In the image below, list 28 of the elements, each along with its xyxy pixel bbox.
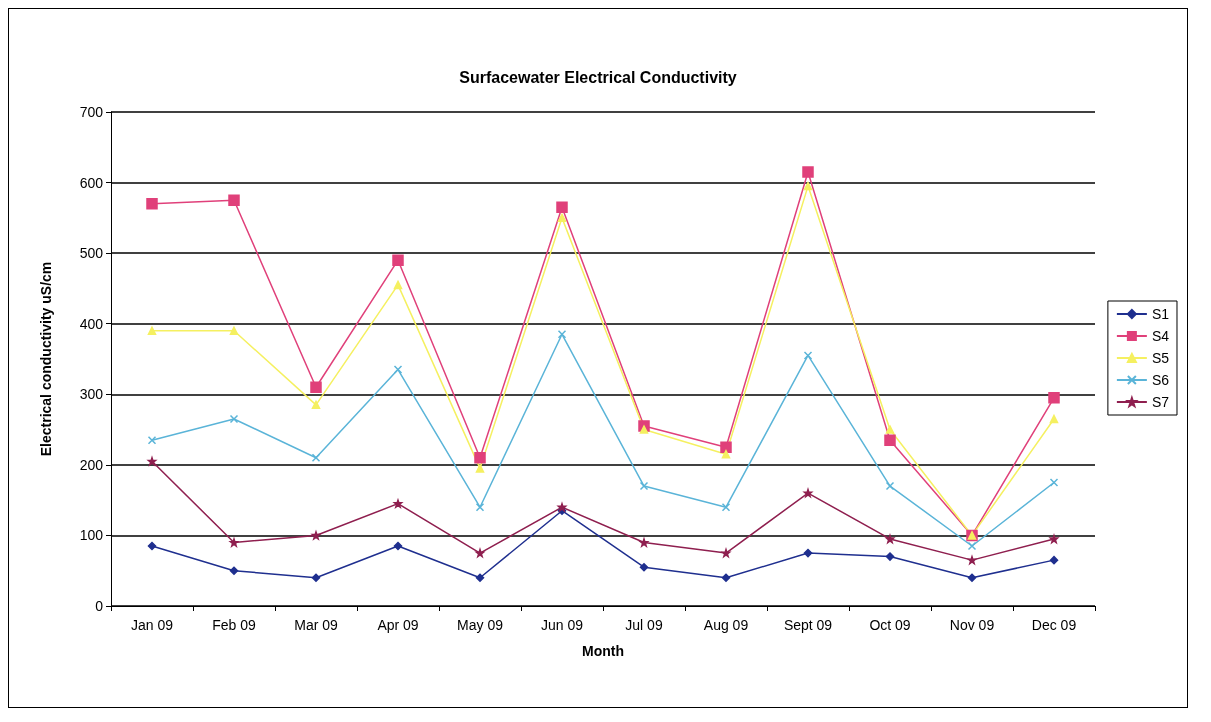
x-tick-label: Oct 09 [869, 617, 911, 633]
legend-label: S5 [1151, 350, 1170, 366]
x-tick-label: Nov 09 [949, 617, 995, 633]
legend-label: S1 [1151, 306, 1170, 322]
y-tick-label: 200 [79, 456, 104, 473]
x-tick-label: Mar 09 [294, 617, 338, 633]
y-tick-label: 700 [79, 104, 104, 120]
x-tick-label: Jan 09 [130, 617, 174, 633]
x-tick-label: Aug 09 [703, 617, 749, 633]
x-tick-label: Sept 09 [783, 617, 833, 633]
legend-label: S6 [1151, 372, 1170, 388]
x-tick-label: Apr 09 [377, 617, 419, 633]
y-tick-label: 300 [79, 386, 104, 403]
y-tick-label: 400 [79, 315, 104, 332]
x-tick-label: Jun 09 [540, 617, 584, 633]
legend-label: S7 [1151, 394, 1170, 410]
y-tick-label: 0 [95, 598, 104, 614]
y-tick-label: 100 [79, 527, 104, 544]
x-tick-label: Dec 09 [1031, 617, 1077, 633]
x-tick-label: Jul 09 [625, 617, 663, 633]
chart-title: Surfacewater Electrical Conductivity [459, 68, 737, 86]
x-tick-label: May 09 [457, 617, 504, 633]
y-tick-label: 500 [79, 245, 104, 262]
x-tick-label: Feb 09 [212, 617, 256, 633]
legend-label: S4 [1151, 328, 1170, 344]
y-axis-title: Electrical conductivity uS/cm [38, 261, 54, 457]
x-axis-title: Month [582, 643, 624, 659]
y-tick-label: 600 [79, 174, 104, 191]
